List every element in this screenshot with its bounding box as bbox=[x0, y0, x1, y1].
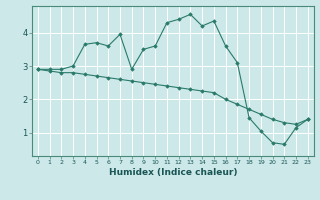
X-axis label: Humidex (Indice chaleur): Humidex (Indice chaleur) bbox=[108, 168, 237, 177]
